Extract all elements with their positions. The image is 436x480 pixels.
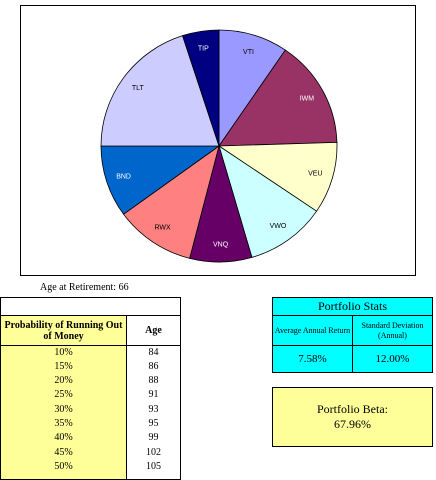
- pie-slice: [217, 141, 338, 212]
- probability-cell: 15%: [54, 360, 73, 372]
- slice-label: TLT: [132, 85, 145, 92]
- probability-cell: 45%: [54, 446, 73, 458]
- chart-frame: VFSMXVTIIWMVEUVWOVNQRWXBNDTLTTIP: [20, 5, 416, 276]
- age-cell: 105: [146, 460, 161, 472]
- age-cell: 86: [148, 360, 159, 372]
- slice-label: VEU: [308, 171, 322, 178]
- chart: VFSMXVTIIWMVEUVWOVNQRWXBNDTLTTIP: [100, 29, 338, 263]
- slice-label: VNQ: [213, 242, 229, 249]
- slice-label: VWO: [270, 223, 287, 230]
- beta-box: Portfolio Beta: 67.96%: [272, 387, 433, 447]
- probability-cell: 25%: [54, 389, 73, 401]
- probability-cell: 10%: [54, 346, 73, 358]
- pie-slice: [122, 145, 220, 259]
- stats-title: Portfolio Stats: [272, 297, 433, 316]
- pie-slice: [218, 49, 338, 147]
- probability-cell: 50%: [54, 460, 73, 472]
- header-age: Age: [126, 315, 181, 346]
- stats-value: 12.00%: [352, 345, 433, 373]
- age-cell: 91: [148, 389, 159, 401]
- pie-slice: [100, 35, 220, 147]
- pie-slice: [218, 145, 318, 258]
- age-cell: 88: [148, 375, 159, 387]
- stats-header: Average Annual Return: [272, 315, 353, 346]
- slice-label: IWM: [300, 95, 315, 102]
- beta-text: 67.96%: [334, 417, 371, 431]
- header-probability: Probability of Running Out of Money: [0, 315, 127, 346]
- probability-cell: 30%: [54, 403, 73, 415]
- slice-label: TIP: [198, 46, 209, 53]
- slice-label: VTI: [243, 49, 254, 56]
- age-cell: 99: [148, 432, 159, 444]
- retirement-age: 66: [118, 282, 129, 293]
- age-cell: 93: [148, 403, 159, 415]
- beta-text: Portfolio Beta:: [317, 402, 388, 416]
- slice-label: BND: [116, 173, 131, 180]
- stats-value: 7.58%: [272, 345, 353, 373]
- probability-cell: 35%: [54, 418, 73, 429]
- slice-label: RWX: [155, 225, 172, 232]
- stats-header: Standard Deviation (Annual): [352, 315, 433, 346]
- age-cell: 84: [148, 346, 159, 358]
- table-blank-row: [0, 297, 181, 316]
- age-cell: 102: [146, 446, 161, 458]
- retirement-label: Age at Retirement:: [40, 282, 117, 293]
- pie-slice: [182, 29, 220, 147]
- age-cell: 95: [148, 418, 159, 429]
- probability-cell: 20%: [54, 375, 73, 387]
- probability-cell: 40%: [54, 432, 73, 444]
- retirement-row: Age at Retirement: 66: [40, 282, 129, 293]
- pie-slice: [100, 145, 221, 215]
